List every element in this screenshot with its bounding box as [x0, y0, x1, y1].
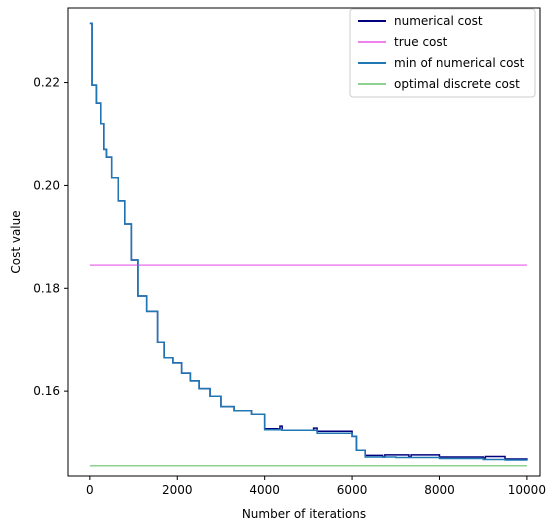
- legend-label: numerical cost: [394, 14, 483, 28]
- plot-lines: [89, 22, 528, 467]
- legend-label: true cost: [394, 35, 448, 49]
- legend: numerical cost true cost min of numerical …: [349, 8, 536, 98]
- series-line-3: [89, 22, 528, 461]
- x-axis-label: Number of iterations: [242, 507, 366, 521]
- plot-frame: [67, 7, 541, 477]
- x-axis: 0 2000 4000 6000 8000 10000: [86, 476, 546, 497]
- legend-box: [349, 8, 536, 98]
- x-tick-label: 8000: [424, 483, 455, 497]
- y-tick-label: 0.16: [33, 384, 60, 398]
- y-axis-label: Cost value: [9, 210, 23, 273]
- legend-label: optimal discrete cost: [394, 77, 520, 91]
- y-tick-label: 0.18: [33, 281, 60, 295]
- x-tick-label: 0: [86, 483, 94, 497]
- legend-label: min of numerical cost: [394, 56, 525, 70]
- y-axis: 0.16 0.18 0.20 0.22: [33, 76, 68, 398]
- x-tick-label: 6000: [337, 483, 368, 497]
- x-tick-label: 2000: [162, 483, 193, 497]
- x-tick-label: 4000: [249, 483, 280, 497]
- x-tick-label: 10000: [508, 483, 546, 497]
- y-tick-label: 0.20: [33, 178, 60, 192]
- y-tick-label: 0.22: [33, 76, 60, 90]
